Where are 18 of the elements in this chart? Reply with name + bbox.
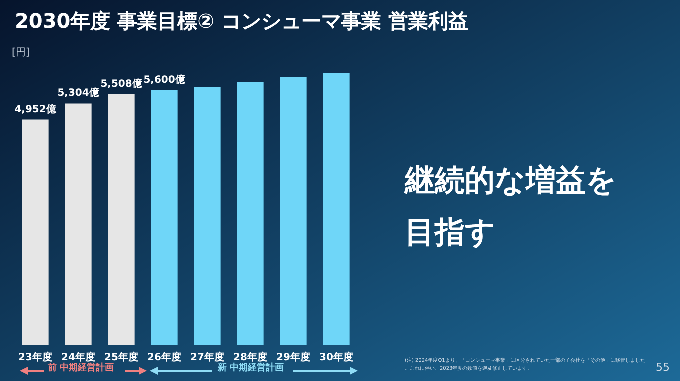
x-tick-label: 25年度 bbox=[104, 352, 138, 364]
x-tick-label: 27年度 bbox=[190, 352, 224, 364]
data-label: 4,952億 bbox=[14, 103, 58, 116]
x-tick-label: 28年度 bbox=[234, 352, 268, 364]
text: [円] bbox=[12, 48, 30, 58]
x-tick-label: 23年度 bbox=[18, 352, 52, 364]
x-tick-label: 26年度 bbox=[148, 352, 182, 364]
text: 前 中期経営計画 bbox=[47, 362, 114, 374]
text: 継続的な増益を目指す bbox=[404, 164, 617, 250]
text: 新 中期経営計画 bbox=[217, 362, 284, 374]
x-tick-label: 29年度 bbox=[276, 352, 310, 364]
x-tick-label: 24年度 bbox=[62, 352, 96, 364]
text: 55 bbox=[656, 361, 670, 374]
x-tick-label: 30年度 bbox=[320, 352, 354, 364]
data-label: 5,508億 bbox=[100, 78, 144, 90]
data-label: 5,304億 bbox=[58, 87, 100, 100]
data-label: 5,600億 bbox=[144, 74, 186, 86]
chart-title: 2030年度 事業目標② コンシューマ事業 営業利益 bbox=[15, 9, 468, 33]
